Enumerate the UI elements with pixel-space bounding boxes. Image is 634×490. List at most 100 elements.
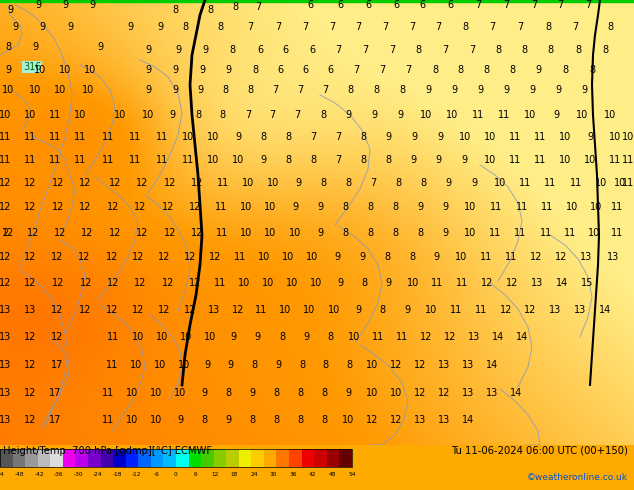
Text: 9: 9 — [451, 85, 457, 95]
Text: 12: 12 — [506, 278, 518, 288]
Text: 9: 9 — [225, 65, 231, 75]
Text: 8: 8 — [320, 178, 326, 188]
Text: 7: 7 — [272, 85, 278, 95]
Text: 6: 6 — [193, 472, 197, 477]
Text: 7: 7 — [294, 110, 300, 120]
Text: 8: 8 — [384, 252, 390, 262]
Bar — [0, 448, 352, 466]
Text: -48: -48 — [15, 472, 24, 477]
Text: 12: 12 — [414, 360, 426, 370]
Text: 12: 12 — [24, 332, 36, 342]
Text: -54: -54 — [0, 472, 5, 477]
Text: 13: 13 — [462, 360, 474, 370]
Bar — [75, 448, 88, 466]
Text: 8: 8 — [392, 228, 398, 238]
Text: 10: 10 — [306, 252, 318, 262]
Text: 42: 42 — [309, 472, 316, 477]
Text: 12: 12 — [24, 278, 36, 288]
Text: 8: 8 — [320, 110, 326, 120]
Text: 8: 8 — [251, 360, 257, 370]
Text: 11: 11 — [49, 132, 61, 142]
Text: 8: 8 — [195, 110, 201, 120]
Text: 8: 8 — [521, 45, 527, 55]
Text: 9: 9 — [461, 155, 467, 165]
Text: 8: 8 — [285, 155, 291, 165]
Text: -12: -12 — [132, 472, 141, 477]
Text: 9: 9 — [172, 85, 178, 95]
Text: 12: 12 — [51, 252, 63, 262]
Text: 10: 10 — [464, 202, 476, 212]
Text: 10: 10 — [114, 110, 126, 120]
Text: 15: 15 — [581, 278, 593, 288]
Text: 8: 8 — [602, 45, 608, 55]
Text: 12: 12 — [24, 415, 36, 425]
Text: 12: 12 — [524, 305, 536, 315]
Text: 8: 8 — [392, 202, 398, 212]
Text: 11: 11 — [102, 132, 114, 142]
Text: 8: 8 — [321, 388, 327, 398]
Bar — [239, 448, 251, 466]
Text: 11: 11 — [498, 110, 510, 120]
Text: 11: 11 — [519, 178, 531, 188]
Text: 10: 10 — [29, 85, 41, 95]
Text: 10: 10 — [464, 228, 476, 238]
Text: 11: 11 — [24, 155, 36, 165]
Text: 13: 13 — [24, 305, 36, 315]
Bar — [251, 448, 264, 466]
Text: 11: 11 — [182, 155, 194, 165]
Text: 12: 12 — [24, 252, 36, 262]
Text: 12: 12 — [27, 228, 39, 238]
Text: 9: 9 — [355, 305, 361, 315]
Text: 9: 9 — [202, 45, 208, 55]
Text: 12: 12 — [80, 278, 92, 288]
Text: 8: 8 — [225, 388, 231, 398]
Text: 11: 11 — [456, 278, 468, 288]
Text: 9: 9 — [199, 65, 205, 75]
Text: 8: 8 — [462, 22, 468, 32]
Text: 17: 17 — [49, 415, 61, 425]
Text: 8: 8 — [361, 278, 367, 288]
Text: 13: 13 — [0, 332, 11, 342]
Text: 7: 7 — [322, 85, 328, 95]
Text: 9: 9 — [169, 110, 175, 120]
Text: 7: 7 — [335, 45, 341, 55]
Text: 9: 9 — [201, 388, 207, 398]
Text: 7: 7 — [585, 0, 591, 10]
Text: 13: 13 — [462, 388, 474, 398]
Text: 9: 9 — [529, 85, 535, 95]
Text: 10: 10 — [59, 65, 71, 75]
Text: 9: 9 — [175, 45, 181, 55]
Text: 12: 12 — [232, 305, 244, 315]
Text: 13: 13 — [468, 332, 480, 342]
Text: 6: 6 — [419, 0, 425, 10]
Text: 11: 11 — [129, 132, 141, 142]
Text: 11: 11 — [24, 132, 36, 142]
Bar — [276, 448, 289, 466]
Text: 12: 12 — [132, 305, 144, 315]
Text: 7: 7 — [297, 85, 303, 95]
Bar — [88, 448, 101, 466]
Text: 10: 10 — [588, 228, 600, 238]
Text: 17: 17 — [49, 388, 61, 398]
Text: 12: 12 — [162, 202, 174, 212]
Text: 9: 9 — [157, 22, 163, 32]
Text: 11: 11 — [490, 202, 502, 212]
Text: -24: -24 — [93, 472, 103, 477]
Bar — [226, 448, 239, 466]
Text: 12: 12 — [106, 252, 118, 262]
Text: 6: 6 — [307, 0, 313, 10]
Text: 10: 10 — [238, 278, 250, 288]
Text: 12: 12 — [24, 360, 36, 370]
Text: 10: 10 — [204, 332, 216, 342]
Text: 9: 9 — [435, 155, 441, 165]
Text: 12: 12 — [107, 202, 119, 212]
Text: 11: 11 — [509, 155, 521, 165]
Text: 2: 2 — [2, 228, 8, 238]
Text: 9: 9 — [471, 178, 477, 188]
Text: 12: 12 — [162, 278, 174, 288]
Text: 8: 8 — [399, 85, 405, 95]
Text: 7: 7 — [517, 22, 523, 32]
Text: 12: 12 — [0, 178, 11, 188]
Text: 7: 7 — [382, 22, 388, 32]
Text: 18: 18 — [231, 472, 238, 477]
